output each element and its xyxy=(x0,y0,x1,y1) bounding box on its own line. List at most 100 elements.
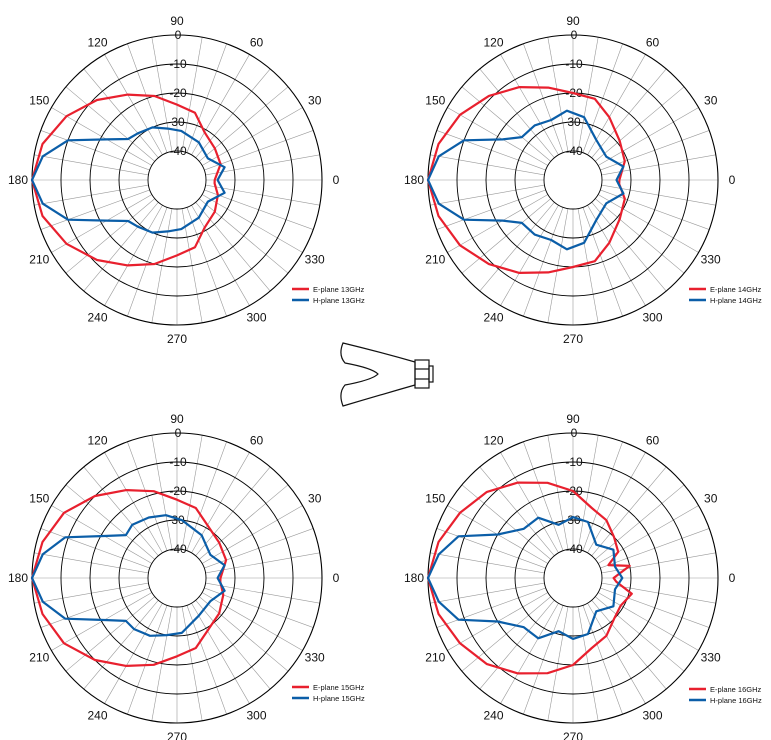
angle-tick-label: 120 xyxy=(87,433,107,447)
series-line-e-plane-14ghz xyxy=(426,86,626,274)
legend-label: H-plane 15GHz xyxy=(313,694,365,703)
grid-ring xyxy=(89,490,265,666)
series-line-h-plane-13ghz xyxy=(30,126,226,234)
angle-tick-label: 30 xyxy=(308,492,322,506)
series-line-h-plane-15ghz xyxy=(30,514,226,637)
angle-tick-label: 180 xyxy=(8,571,28,585)
radial-tick-label: 0 xyxy=(571,28,578,42)
angle-tick-label: 120 xyxy=(483,433,503,447)
angle-tick-label: 0 xyxy=(729,173,736,187)
angle-tick-label: 120 xyxy=(87,35,107,49)
grid-ring xyxy=(147,548,207,608)
polar-chart-13ghz: 0 30 60 90 120 150 180 210 240 270 300 330 -40 30 -20 -… xyxy=(8,14,365,346)
radial-tick-label: -10 xyxy=(169,57,187,71)
horn-antenna-icon xyxy=(340,342,434,407)
angle-tick-label: 300 xyxy=(246,311,266,325)
grid-ring xyxy=(456,63,690,297)
grid-ring xyxy=(89,92,265,268)
angle-tick-label: 330 xyxy=(305,651,325,665)
grid-ring xyxy=(60,63,294,297)
grid-ring xyxy=(514,121,632,239)
angle-tick-label: 30 xyxy=(704,94,718,108)
radial-tick-label: -40 xyxy=(169,144,187,158)
angle-tick-label: 30 xyxy=(704,492,718,506)
angle-tick-label: 150 xyxy=(425,94,445,108)
angle-tick-label: 330 xyxy=(701,651,721,665)
polar-chart-15ghz: 0306090120150180210240270300330-4030-20-… xyxy=(8,412,365,740)
radial-tick-label: 0 xyxy=(571,426,578,440)
legend-label: E-plane 13GHz xyxy=(313,285,365,294)
angle-tick-label: 60 xyxy=(646,433,660,447)
angle-tick-label: 330 xyxy=(701,253,721,267)
angle-tick-label: 270 xyxy=(167,730,187,740)
series-line-h-plane-16ghz xyxy=(426,516,624,640)
angle-tick-label: 30 xyxy=(308,94,322,108)
angle-tick-label: 240 xyxy=(87,311,107,325)
angle-tick-label: 270 xyxy=(563,730,583,740)
legend: E-plane 15GHz H-plane 15GHz xyxy=(292,683,365,703)
angle-tick-label: 60 xyxy=(646,35,660,49)
angle-tick-label: 60 xyxy=(250,433,264,447)
angle-tick-label: 240 xyxy=(483,311,503,325)
angle-tick-label: 150 xyxy=(29,94,49,108)
angle-tick-label: 180 xyxy=(8,173,28,187)
angle-tick-label: 0 xyxy=(333,571,340,585)
radial-tick-label: -40 xyxy=(565,144,583,158)
radial-tick-label: 30 xyxy=(567,513,581,527)
angle-tick-label: 0 xyxy=(333,173,340,187)
angle-tick-label: 120 xyxy=(483,35,503,49)
legend-label: E-plane 16GHz xyxy=(710,685,762,694)
angle-tick-label: 180 xyxy=(404,173,424,187)
angle-tick-label: 90 xyxy=(170,14,184,28)
angle-tick-label: 240 xyxy=(483,709,503,723)
angle-tick-label: 180 xyxy=(404,571,424,585)
angle-tick-label: 60 xyxy=(250,35,264,49)
angle-tick-label: 330 xyxy=(305,253,325,267)
grid-ring xyxy=(543,548,603,608)
radial-tick-label: 0 xyxy=(175,28,182,42)
angle-tick-label: 300 xyxy=(642,709,662,723)
radial-tick-label: -10 xyxy=(565,455,583,469)
angle-tick-label: 210 xyxy=(29,253,49,267)
radial-tick-label: 30 xyxy=(171,115,185,129)
radial-tick-label: -10 xyxy=(565,57,583,71)
angle-tick-label: 300 xyxy=(246,709,266,723)
grid-ring xyxy=(118,519,236,637)
polar-chart-16ghz: 0306090120150180210240270300330-4030-20-… xyxy=(404,412,762,740)
angle-tick-label: 240 xyxy=(87,709,107,723)
angle-tick-label: 0 xyxy=(729,571,736,585)
legend: E-plane 13GHz H-plane 13GHz xyxy=(292,285,365,305)
radial-tick-label: -20 xyxy=(169,86,187,100)
legend-label: E-plane 14GHz xyxy=(710,285,762,294)
radial-tick-label: -40 xyxy=(565,542,583,556)
radial-tick-label: 30 xyxy=(567,115,581,129)
angle-tick-label: 150 xyxy=(425,492,445,506)
legend: E-plane 16GHz H-plane 16GHz xyxy=(689,685,762,705)
grid-ring xyxy=(60,461,294,695)
angle-tick-label: 210 xyxy=(29,651,49,665)
angle-tick-label: 90 xyxy=(566,14,580,28)
legend: E-plane 14GHz H-plane 14GHz xyxy=(689,285,762,305)
radial-tick-label: -20 xyxy=(169,484,187,498)
polar-chart-14ghz: 0306090120150180210240270300330-4030-20-… xyxy=(404,14,762,346)
angle-tick-label: 90 xyxy=(566,412,580,426)
radial-tick-label: -10 xyxy=(169,455,187,469)
angle-tick-label: 270 xyxy=(167,332,187,346)
legend-label: E-plane 15GHz xyxy=(313,683,365,692)
angle-tick-label: 210 xyxy=(425,253,445,267)
grid-ring xyxy=(543,150,603,210)
grid-ring xyxy=(456,461,690,695)
legend-label: H-plane 16GHz xyxy=(710,696,762,705)
angle-tick-label: 270 xyxy=(563,332,583,346)
grid-ring xyxy=(147,150,207,210)
angle-tick-label: 210 xyxy=(425,651,445,665)
legend-label: H-plane 13GHz xyxy=(313,296,365,305)
angle-tick-label: 150 xyxy=(29,492,49,506)
series-line-h-plane-14ghz xyxy=(426,109,625,251)
angle-tick-label: 90 xyxy=(170,412,184,426)
legend-label: H-plane 14GHz xyxy=(710,296,762,305)
grid-ring xyxy=(514,519,632,637)
radial-tick-label: 0 xyxy=(175,426,182,440)
series-line-e-plane-15ghz xyxy=(30,489,228,667)
